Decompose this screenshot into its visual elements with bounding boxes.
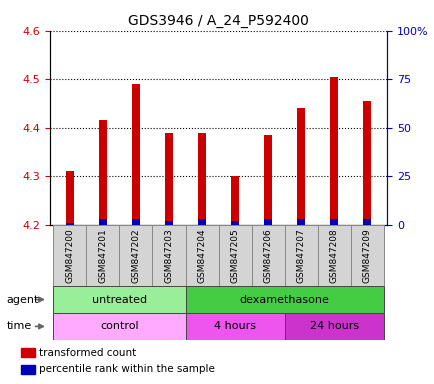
Bar xyxy=(329,77,338,225)
Text: control: control xyxy=(100,321,138,331)
Bar xyxy=(99,121,107,225)
Bar xyxy=(296,219,305,225)
Text: dexamethasone: dexamethasone xyxy=(239,295,329,305)
Text: GSM847200: GSM847200 xyxy=(65,228,74,283)
Bar xyxy=(362,101,371,225)
Bar xyxy=(21,365,35,374)
Bar xyxy=(197,219,206,225)
Text: GSM847204: GSM847204 xyxy=(197,228,206,283)
Bar xyxy=(53,313,185,340)
Title: GDS3946 / A_24_P592400: GDS3946 / A_24_P592400 xyxy=(128,14,308,28)
Bar xyxy=(21,348,35,357)
Text: GSM847207: GSM847207 xyxy=(296,228,305,283)
Bar xyxy=(164,132,173,225)
Bar xyxy=(296,108,305,225)
Text: time: time xyxy=(7,321,32,331)
Bar xyxy=(53,286,185,313)
Bar xyxy=(164,221,173,225)
Bar xyxy=(132,219,140,225)
Text: GSM847206: GSM847206 xyxy=(263,228,272,283)
Text: 24 hours: 24 hours xyxy=(309,321,358,331)
Bar xyxy=(185,225,218,286)
Bar xyxy=(132,84,140,225)
Bar xyxy=(284,313,383,340)
Bar xyxy=(317,225,350,286)
Bar xyxy=(230,221,239,225)
Text: 4 hours: 4 hours xyxy=(214,321,256,331)
Text: GSM847202: GSM847202 xyxy=(131,228,140,283)
Bar xyxy=(152,225,185,286)
Bar xyxy=(263,219,272,225)
Bar xyxy=(53,225,86,286)
Bar xyxy=(329,219,338,225)
Bar xyxy=(197,132,206,225)
Bar xyxy=(362,219,371,225)
Bar xyxy=(350,225,383,286)
Bar xyxy=(119,225,152,286)
Bar xyxy=(251,225,284,286)
Bar xyxy=(99,219,107,225)
Text: GSM847205: GSM847205 xyxy=(230,228,239,283)
Text: transformed count: transformed count xyxy=(39,348,136,358)
Text: percentile rank within the sample: percentile rank within the sample xyxy=(39,364,215,374)
Bar xyxy=(230,176,239,225)
Bar xyxy=(185,313,284,340)
Bar xyxy=(86,225,119,286)
Bar xyxy=(263,135,272,225)
Bar xyxy=(284,225,317,286)
Text: GSM847203: GSM847203 xyxy=(164,228,173,283)
Bar xyxy=(66,171,74,225)
Bar xyxy=(66,223,74,225)
Bar xyxy=(185,286,383,313)
Text: GSM847208: GSM847208 xyxy=(329,228,338,283)
Text: agent: agent xyxy=(7,295,39,305)
Text: GSM847201: GSM847201 xyxy=(98,228,107,283)
Text: GSM847209: GSM847209 xyxy=(362,228,371,283)
Text: untreated: untreated xyxy=(92,295,147,305)
Bar xyxy=(218,225,251,286)
